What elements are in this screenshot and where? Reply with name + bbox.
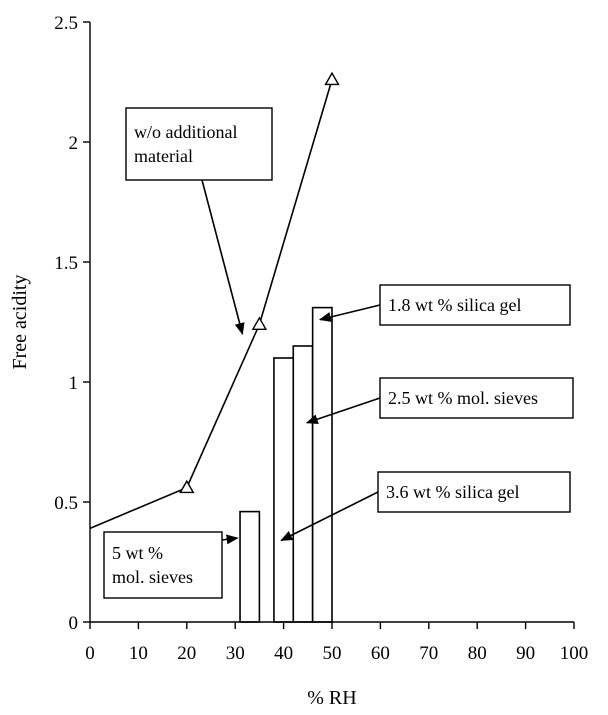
annotation-0: w/o additional material [125,107,273,335]
annotation-arrow-4 [221,534,239,545]
y-tick-label-3: 1.5 [54,253,78,274]
x-axis-title: % RH [307,687,356,709]
annotation-box-4 [103,531,223,599]
annotation-3: 3.6 wt % silica gel [280,471,571,542]
annotation-label-0-1: material [134,146,193,166]
x-tick-label-2: 20 [177,643,196,664]
annotation-label-2-0: 2.5 wt % mol. sieves [388,388,538,408]
y-tick-label-2: 1 [69,373,79,394]
x-tick-label-5: 50 [323,643,342,664]
annotation-label-3-0: 3.6 wt % silica gel [386,482,519,502]
annotation-label-4-0: 5 wt % [112,543,163,563]
annotation-box-0 [125,107,273,181]
annotation-arrow-1 [318,304,381,322]
x-tick-label-9: 90 [516,643,535,664]
annotation-arrow-2 [305,397,381,425]
bar-1 [273,357,295,623]
annotation-box-3 [377,471,571,513]
annotation-1: 1.8 wt % silica gel [318,284,571,326]
x-tick-label-4: 40 [274,643,293,664]
annotation-arrow-0 [201,179,245,335]
bar-0 [239,510,261,623]
triangle-marker-2 [251,316,268,330]
annotation-box-2 [379,377,574,419]
y-tick-label-1: 0.5 [54,493,78,514]
annotation-4: 5 wt % mol. sieves [103,531,239,599]
x-tick-label-3: 30 [226,643,245,664]
bar-3 [311,306,333,623]
triangle-marker-3 [324,71,340,86]
y-tick-label-5: 2.5 [54,13,78,34]
x-tick-label-6: 60 [371,643,390,664]
annotation-2: 2.5 wt % mol. sieves [305,377,574,425]
bar-2 [292,345,314,623]
x-tick-label-1: 10 [129,643,148,664]
annotation-label-4-1: mol. sieves [112,567,193,587]
x-tick-label-10: 100 [560,643,589,664]
y-axis-title: Free acidity [9,275,31,370]
annotation-arrow-3 [280,491,379,542]
annotation-label-1-0: 1.8 wt % silica gel [388,295,521,315]
series-line [89,79,333,530]
y-tick-label-0: 0 [69,613,79,634]
annotation-box-1 [379,284,571,326]
x-tick-label-8: 80 [468,643,487,664]
y-tick-label-4: 2 [69,133,79,154]
annotation-label-0-0: w/o additional [134,122,237,142]
x-tick-label-0: 0 [85,643,95,664]
triangle-marker-1 [179,479,195,494]
x-tick-label-7: 70 [419,643,438,664]
